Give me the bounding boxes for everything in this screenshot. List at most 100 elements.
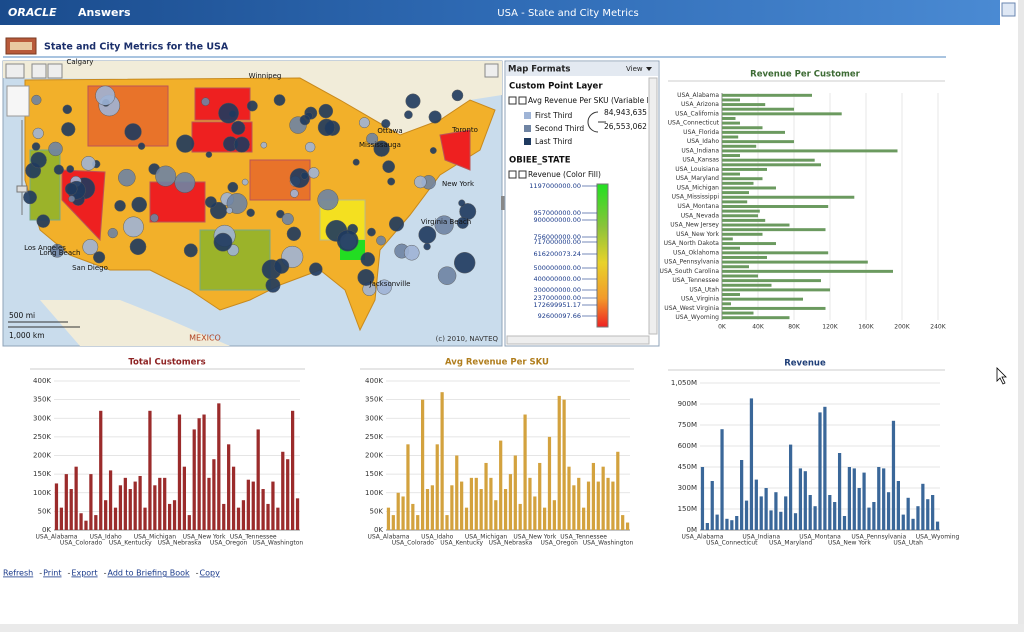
bar <box>857 488 861 530</box>
pan-tool[interactable] <box>5 63 25 79</box>
fill-label: 237000000.00 <box>533 294 581 302</box>
map-label: Ottawa <box>377 127 402 135</box>
bar <box>722 279 821 283</box>
bar <box>577 477 581 530</box>
bar <box>722 232 763 236</box>
bar <box>484 462 488 530</box>
bar <box>503 489 508 530</box>
bar <box>896 481 900 530</box>
y-tick-label: USA_Connecticut <box>668 120 720 127</box>
bar <box>722 251 829 255</box>
brand: ORACLE <box>8 6 57 19</box>
city-point <box>68 195 76 203</box>
bar <box>722 158 815 162</box>
y-tick-label: USA_Maryland <box>676 175 719 182</box>
title-bar <box>0 0 1000 25</box>
city-point <box>205 151 213 158</box>
x-tick-label: 160K <box>858 324 874 331</box>
link[interactable]: Export <box>71 569 97 578</box>
clip: Avg Revenue Per SKU (Variable Mar <box>528 96 648 105</box>
formats-scrollbar[interactable] <box>648 77 658 335</box>
bar <box>877 467 881 530</box>
bar <box>798 468 803 530</box>
y-tick-label: USA_West Virginia <box>664 305 719 312</box>
city-point <box>357 268 375 286</box>
view-menu[interactable]: View <box>626 65 643 73</box>
y-tick-label: 150M <box>678 505 697 513</box>
map: 500 mi 1,000 km (c) 2010, NAVTEQ Calgary… <box>2 58 505 347</box>
city-point <box>300 171 309 180</box>
view-arrow[interactable] <box>646 67 652 71</box>
link[interactable]: Refresh <box>3 569 33 578</box>
zoom-handle[interactable] <box>16 185 28 193</box>
pan-control[interactable] <box>6 85 30 117</box>
link[interactable]: Add to Briefing Book <box>107 569 190 578</box>
bar <box>596 481 600 530</box>
city-point <box>456 217 469 229</box>
bar <box>411 503 415 530</box>
collapse[interactable] <box>518 96 527 105</box>
y-tick-label: USA_Pennsylvania <box>664 259 719 266</box>
bar <box>722 297 803 301</box>
bottom-border <box>0 624 1024 632</box>
map-label: San Diego <box>72 264 108 272</box>
city-point <box>124 123 142 141</box>
x-tick-label: USA_Colorado <box>392 540 435 547</box>
bar <box>625 522 630 530</box>
bar <box>143 507 147 530</box>
close-button[interactable] <box>1001 2 1016 17</box>
bar <box>251 481 255 530</box>
x-tick-label: USA_Washington <box>253 540 304 547</box>
y-tick-label: 350K <box>33 396 51 404</box>
map-label: Calgary <box>67 58 94 66</box>
city-point <box>137 142 146 150</box>
city-point <box>305 141 316 153</box>
checkbox[interactable] <box>508 96 517 105</box>
bar <box>391 515 395 530</box>
x-tick-label: 120K <box>822 324 838 331</box>
bar <box>572 485 576 530</box>
city-point <box>218 102 239 124</box>
bar <box>722 149 898 153</box>
checkbox[interactable] <box>508 170 517 179</box>
collapse[interactable] <box>518 170 527 179</box>
map-expand[interactable] <box>484 63 499 78</box>
state-measure: Revenue (Color Fill) <box>528 170 601 179</box>
x-tick-label: USA_Alabama <box>682 534 724 541</box>
bar <box>722 177 763 181</box>
link[interactable]: Copy <box>200 569 221 578</box>
y-tick-label: 250K <box>33 433 51 441</box>
bar <box>722 218 766 222</box>
page-icon-inner <box>10 42 32 50</box>
x-tick-label: USA_Montana <box>799 534 841 541</box>
zoom-in[interactable] <box>31 63 47 79</box>
bar <box>562 399 566 530</box>
y-tick-label: 350K <box>365 396 383 404</box>
bar <box>722 246 740 250</box>
y-tick-label: USA_California <box>675 110 719 117</box>
city-point <box>423 242 431 251</box>
state-layer: OBIEE_STATE <box>509 156 571 166</box>
bar <box>54 483 59 530</box>
class-swatch <box>524 112 531 119</box>
bar <box>217 403 221 530</box>
zoom-out[interactable] <box>47 63 63 79</box>
city-point <box>273 94 286 106</box>
bar <box>722 316 790 320</box>
formats-hscrollbar[interactable] <box>506 335 650 345</box>
link-separator: - <box>196 569 199 578</box>
state-fill <box>199 229 271 291</box>
bar <box>582 507 586 530</box>
link[interactable]: Print <box>43 569 61 578</box>
bar <box>847 467 852 530</box>
y-tick-label: 450M <box>678 463 697 471</box>
panel-toggle[interactable] <box>501 196 505 210</box>
bar <box>793 513 798 530</box>
bar <box>867 507 871 530</box>
window-title: USA - State and City Metrics <box>497 8 638 19</box>
bar <box>722 126 763 130</box>
bar <box>705 523 709 530</box>
copyright: (c) 2010, NAVTEQ <box>436 335 499 343</box>
x-tick-label: 40K <box>752 324 765 331</box>
city-point <box>183 243 198 258</box>
